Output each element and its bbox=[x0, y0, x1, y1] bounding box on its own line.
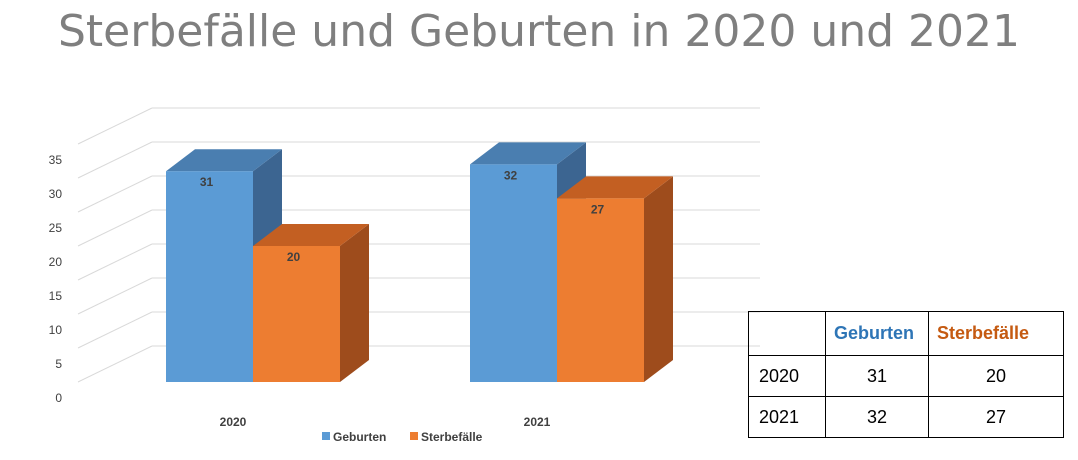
gridline-side bbox=[77, 311, 153, 349]
bar-front bbox=[253, 246, 340, 382]
y-tick-label: 0 bbox=[55, 391, 62, 405]
gridline-side bbox=[77, 209, 153, 247]
table-cell-year: 2020 bbox=[748, 355, 826, 397]
x-axis-labels: 2020 2021 bbox=[220, 415, 551, 429]
bar-front bbox=[166, 171, 253, 382]
y-axis-ticks: 0 5 10 15 20 25 30 35 bbox=[49, 153, 63, 405]
bar-top bbox=[470, 142, 586, 165]
data-label: 32 bbox=[504, 168, 518, 182]
y-tick-label: 30 bbox=[49, 187, 63, 201]
bar-side bbox=[644, 176, 673, 382]
bar-top bbox=[166, 149, 282, 172]
x-tick-label: 2020 bbox=[220, 415, 247, 429]
legend-swatch bbox=[322, 432, 330, 440]
y-tick-label: 5 bbox=[55, 357, 62, 371]
bar-layer: 31 20 32 27 bbox=[166, 142, 673, 382]
y-tick-label: 20 bbox=[49, 255, 63, 269]
table-row: 2020 31 20 bbox=[748, 355, 1064, 397]
y-tick-label: 25 bbox=[49, 221, 63, 235]
data-label: 31 bbox=[200, 175, 214, 189]
table-row: 2021 32 27 bbox=[748, 396, 1064, 438]
gridline-side bbox=[77, 277, 153, 315]
table-cell-geburten: 32 bbox=[825, 396, 929, 438]
table-header-corner bbox=[748, 311, 826, 356]
legend-label: Geburten bbox=[333, 430, 386, 444]
y-tick-label: 10 bbox=[49, 323, 63, 337]
data-label: 20 bbox=[287, 250, 301, 264]
bar-front bbox=[557, 198, 644, 382]
bar-geburten-2020: 31 bbox=[166, 149, 282, 382]
x-tick-label: 2021 bbox=[524, 415, 551, 429]
bar-top bbox=[253, 224, 369, 246]
bar-side bbox=[340, 224, 369, 382]
table-cell-geburten: 31 bbox=[825, 355, 929, 397]
legend-swatch bbox=[410, 432, 418, 440]
chart-title: Sterbefälle und Geburten in 2020 und 202… bbox=[58, 6, 1020, 57]
bar-sterbefälle-2020: 20 bbox=[253, 224, 369, 382]
bar-front bbox=[470, 164, 557, 382]
gridline-side bbox=[77, 175, 153, 213]
gridline-side bbox=[77, 345, 153, 383]
table-cell-year: 2021 bbox=[748, 396, 826, 438]
bar-top bbox=[557, 176, 673, 199]
data-label: 27 bbox=[591, 202, 605, 216]
gridline-side bbox=[77, 243, 153, 281]
legend-label: Sterbefälle bbox=[421, 430, 483, 444]
table-cell-sterbefaelle: 27 bbox=[928, 396, 1064, 438]
gridline-side bbox=[77, 141, 153, 179]
bar-sterbefälle-2021: 27 bbox=[557, 176, 673, 382]
y-tick-label: 35 bbox=[49, 153, 63, 167]
table-header-sterbefaelle: Sterbefälle bbox=[928, 311, 1064, 356]
table-header-geburten: Geburten bbox=[825, 311, 929, 356]
data-table: Geburten Sterbefälle 2020 31 20 2021 32 … bbox=[748, 311, 1064, 438]
table-cell-sterbefaelle: 20 bbox=[928, 355, 1064, 397]
y-tick-label: 15 bbox=[49, 289, 63, 303]
legend: Geburten Sterbefälle bbox=[322, 430, 483, 444]
gridline-side bbox=[77, 107, 153, 145]
table-header-row: Geburten Sterbefälle bbox=[748, 311, 1064, 356]
